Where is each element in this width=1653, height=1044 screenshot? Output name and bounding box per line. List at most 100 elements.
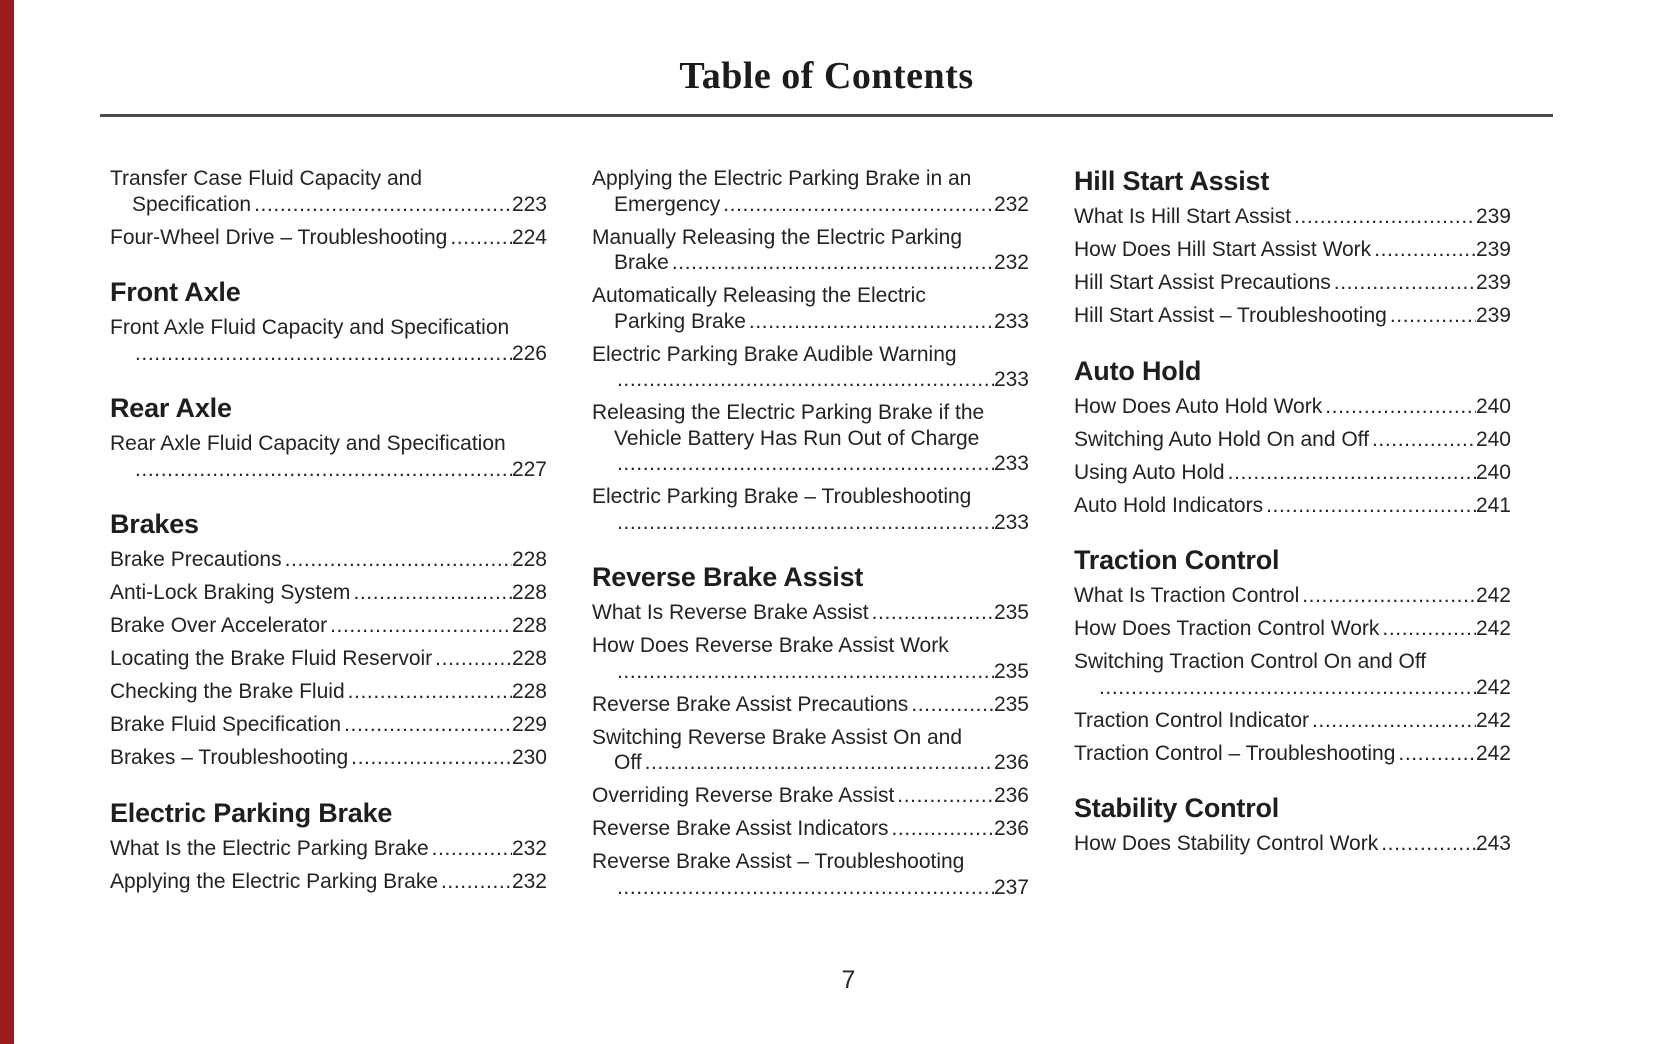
toc-entry-line: Off 236 bbox=[592, 750, 1029, 776]
toc-entry[interactable]: What Is the Electric Parking Brake 232 bbox=[110, 836, 547, 862]
toc-entry-text: Automatically Releasing the Electric bbox=[592, 284, 926, 307]
toc-page-ref: 228 bbox=[511, 548, 547, 571]
toc-entry[interactable]: Automatically Releasing the Electric Park… bbox=[592, 283, 1029, 334]
toc-entry[interactable]: Releasing the Electric Parking Brake if … bbox=[592, 400, 1029, 477]
dot-leader bbox=[1299, 583, 1476, 609]
toc-page-ref: 236 bbox=[993, 751, 1029, 774]
toc-entry-text: How Does Stability Control Work bbox=[1074, 832, 1379, 855]
toc-entry[interactable]: Hill Start Assist – Troubleshooting 239 bbox=[1074, 303, 1511, 329]
toc-entry-line: Four-Wheel Drive – Troubleshooting 224 bbox=[110, 225, 547, 251]
toc-entry-text: Using Auto Hold bbox=[1074, 460, 1225, 484]
toc-entry[interactable]: Electric Parking Brake Audible Warning 23… bbox=[592, 342, 1029, 393]
dot-leader bbox=[1096, 675, 1476, 701]
toc-entry-line: How Does Stability Control Work 243 bbox=[1074, 831, 1511, 857]
toc-entry-line: Transfer Case Fluid Capacity and bbox=[110, 166, 547, 192]
toc-entry-line: 233 bbox=[592, 367, 1029, 393]
toc-entry[interactable]: Applying the Electric Parking Brake 232 bbox=[110, 869, 547, 895]
toc-entry[interactable]: Reverse Brake Assist Indicators 236 bbox=[592, 816, 1029, 842]
toc-entry-text: Traction Control Indicator bbox=[1074, 708, 1309, 732]
toc-page-ref: 243 bbox=[1475, 832, 1511, 855]
dot-leader bbox=[1379, 616, 1476, 642]
toc-page-ref: 232 bbox=[993, 192, 1029, 216]
toc-entry-text: Switching Reverse Brake Assist On and bbox=[592, 725, 963, 749]
toc-entry[interactable]: Brake Precautions 228 bbox=[110, 547, 547, 573]
toc-entry-line: Front Axle Fluid Capacity and Specificat… bbox=[110, 315, 547, 341]
toc-entry-text: How Does Auto Hold Work bbox=[1074, 394, 1323, 418]
toc-page-ref: 226 bbox=[511, 341, 547, 365]
toc-page-ref: 239 bbox=[1475, 304, 1511, 327]
toc-page-ref: 239 bbox=[1475, 271, 1511, 294]
toc-page-ref: 228 bbox=[511, 647, 547, 670]
dot-leader bbox=[327, 613, 512, 639]
toc-entry[interactable]: Reverse Brake Assist – Troubleshooting 23… bbox=[592, 849, 1029, 900]
toc-entry[interactable]: How Does Stability Control Work 243 bbox=[1074, 831, 1511, 857]
toc-entry[interactable]: Reverse Brake Assist Precautions 235 bbox=[592, 692, 1029, 718]
toc-entry-line: Vehicle Battery Has Run Out of Charge bbox=[592, 426, 1029, 452]
toc-entry[interactable]: Auto Hold Indicators 241 bbox=[1074, 493, 1511, 519]
toc-entry[interactable]: Rear Axle Fluid Capacity and Specificati… bbox=[110, 431, 547, 482]
dot-leader bbox=[908, 692, 994, 718]
toc-page-ref: 236 bbox=[993, 817, 1029, 840]
toc-entry[interactable]: How Does Hill Start Assist Work 239 bbox=[1074, 237, 1511, 263]
toc-columns: Transfer Case Fluid Capacity and Specific… bbox=[110, 166, 1511, 908]
toc-entry-line: Brake 232 bbox=[592, 250, 1029, 276]
toc-entry-line: Locating the Brake Fluid Reservoir 228 bbox=[110, 646, 547, 672]
toc-entry[interactable]: Transfer Case Fluid Capacity and Specific… bbox=[110, 166, 547, 217]
toc-entry-line: Traction Control Indicator 242 bbox=[1074, 708, 1511, 734]
toc-entry-line: Brakes – Troubleshooting 230 bbox=[110, 745, 547, 771]
toc-entry-text: How Does Traction Control Work bbox=[1074, 617, 1380, 640]
toc-entry-text: How Does Hill Start Assist Work bbox=[1074, 238, 1372, 261]
toc-entry[interactable]: Traction Control Indicator 242 bbox=[1074, 708, 1511, 734]
dot-leader bbox=[720, 192, 994, 218]
toc-entry[interactable]: Front Axle Fluid Capacity and Specificat… bbox=[110, 315, 547, 366]
toc-entry-line: Specification 223 bbox=[110, 192, 547, 218]
toc-entry[interactable]: Overriding Reverse Brake Assist 236 bbox=[592, 783, 1029, 809]
toc-entry[interactable]: Locating the Brake Fluid Reservoir 228 bbox=[110, 646, 547, 672]
toc-entry[interactable]: Checking the Brake Fluid 228 bbox=[110, 679, 547, 705]
toc-entry[interactable]: What Is Reverse Brake Assist 235 bbox=[592, 600, 1029, 626]
toc-entry[interactable]: What Is Hill Start Assist 239 bbox=[1074, 204, 1511, 230]
toc-entry-line: Checking the Brake Fluid 228 bbox=[110, 679, 547, 705]
toc-entry-line: Auto Hold Indicators 241 bbox=[1074, 493, 1511, 519]
toc-entry[interactable]: Electric Parking Brake – Troubleshooting… bbox=[592, 484, 1029, 535]
toc-page-ref: 233 bbox=[993, 368, 1029, 391]
dot-leader bbox=[132, 341, 512, 367]
toc-page-ref: 239 bbox=[1475, 205, 1511, 228]
toc-entry[interactable]: Switching Traction Control On and Off 242 bbox=[1074, 649, 1511, 700]
toc-entry[interactable]: Manually Releasing the Electric Parking B… bbox=[592, 225, 1029, 276]
toc-entry[interactable]: Brake Over Accelerator 228 bbox=[110, 613, 547, 639]
toc-entry[interactable]: Switching Auto Hold On and Off 240 bbox=[1074, 427, 1511, 453]
section-heading: Stability Control bbox=[1074, 793, 1280, 823]
toc-entry[interactable]: How Does Traction Control Work 242 bbox=[1074, 616, 1511, 642]
toc-entry[interactable]: Switching Reverse Brake Assist On and Off… bbox=[592, 725, 1029, 776]
toc-entry[interactable]: Brakes – Troubleshooting 230 bbox=[110, 745, 547, 771]
toc-entry[interactable]: Hill Start Assist Precautions 239 bbox=[1074, 270, 1511, 296]
dot-leader bbox=[642, 750, 994, 776]
toc-entry-line: Brake Fluid Specification 229 bbox=[110, 712, 547, 738]
dot-leader bbox=[350, 580, 512, 606]
dot-leader bbox=[429, 836, 512, 862]
toc-entry-line: Electric Parking Brake – Troubleshooting bbox=[592, 484, 1029, 510]
toc-entry[interactable]: Using Auto Hold 240 bbox=[1074, 460, 1511, 486]
toc-entry[interactable]: How Does Auto Hold Work 240 bbox=[1074, 394, 1511, 420]
left-accent-stripe bbox=[0, 0, 14, 1044]
toc-entry-text: What Is Reverse Brake Assist bbox=[592, 601, 869, 624]
toc-entry-line: What Is Traction Control 242 bbox=[1074, 583, 1511, 609]
toc-entry[interactable]: Four-Wheel Drive – Troubleshooting 224 bbox=[110, 225, 547, 251]
toc-entry[interactable]: What Is Traction Control 242 bbox=[1074, 583, 1511, 609]
toc-entry[interactable]: Applying the Electric Parking Brake in a… bbox=[592, 166, 1029, 217]
toc-entry[interactable]: Anti-Lock Braking System 228 bbox=[110, 580, 547, 606]
toc-entry-text: Hill Start Assist Precautions bbox=[1074, 271, 1331, 294]
toc-entry-line: Rear Axle Fluid Capacity and Specificati… bbox=[110, 431, 547, 457]
toc-entry-line: Switching Reverse Brake Assist On and bbox=[592, 725, 1029, 751]
toc-entry[interactable]: How Does Reverse Brake Assist Work 235 bbox=[592, 633, 1029, 684]
toc-entry-line: 235 bbox=[592, 659, 1029, 685]
dot-leader bbox=[614, 367, 994, 393]
toc-column-3: Hill Start Assist What Is Hill Start Assi… bbox=[1074, 166, 1511, 908]
dot-leader bbox=[614, 659, 994, 685]
toc-entry-line: Applying the Electric Parking Brake in a… bbox=[592, 166, 1029, 192]
toc-entry-text: Switching Traction Control On and Off bbox=[1074, 650, 1427, 673]
toc-page-ref: 228 bbox=[511, 680, 547, 703]
toc-entry[interactable]: Brake Fluid Specification 229 bbox=[110, 712, 547, 738]
toc-entry[interactable]: Traction Control – Troubleshooting 242 bbox=[1074, 741, 1511, 767]
